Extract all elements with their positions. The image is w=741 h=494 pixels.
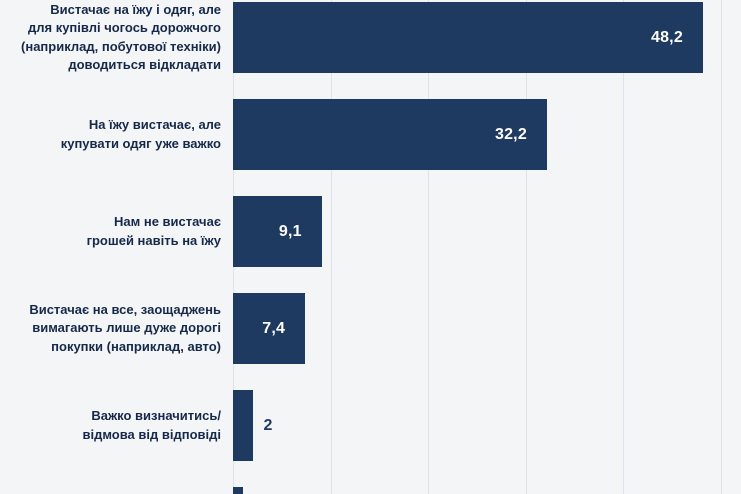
gridline	[623, 0, 624, 494]
bar-track	[233, 487, 741, 494]
category-label: Вистачає на їжу і одяг, але для купівлі …	[21, 1, 221, 72]
bar-track: 2	[233, 390, 741, 461]
value-label: 2	[263, 416, 273, 434]
bar	[233, 390, 253, 461]
chart-row: Важко визначитись/ відмова від відповіді…	[0, 377, 741, 474]
gridline	[330, 0, 332, 494]
bar-track: 9,1	[233, 196, 741, 267]
value-label: 9,1	[278, 222, 302, 240]
bar-track: 32,2	[233, 99, 741, 170]
bar-track: 7,4	[233, 293, 741, 364]
chart-row: На їжу вистачає, але купувати одяг уже в…	[0, 86, 741, 183]
category-label: Вистачає на все, заощаджень вимагають ли…	[29, 301, 221, 354]
gridline	[720, 0, 722, 494]
gridline	[525, 0, 527, 494]
chart-row	[0, 474, 741, 494]
bar	[233, 487, 243, 494]
category-label: Важко визначитись/ відмова від відповіді	[82, 408, 222, 442]
bar: 48,2	[233, 2, 703, 73]
chart-row: Нам не вистачає грошей навіть на їжу 9,1	[0, 183, 741, 280]
chart-row: Вистачає на їжу і одяг, але для купівлі …	[0, 0, 741, 86]
bar: 7,4	[233, 293, 306, 364]
category-label: Нам не вистачає грошей навіть на їжу	[86, 214, 221, 248]
gridline	[428, 0, 429, 494]
value-label: 32,2	[494, 125, 527, 143]
bar: 9,1	[233, 196, 322, 267]
value-label: 7,4	[262, 319, 286, 337]
value-label: 48,2	[650, 28, 683, 46]
bar: 32,2	[233, 99, 547, 170]
category-label: На їжу вистачає, але купувати одяг уже в…	[60, 117, 221, 151]
bar-track: 48,2	[233, 2, 741, 73]
chart-row: Вистачає на все, заощаджень вимагають ли…	[0, 280, 741, 377]
